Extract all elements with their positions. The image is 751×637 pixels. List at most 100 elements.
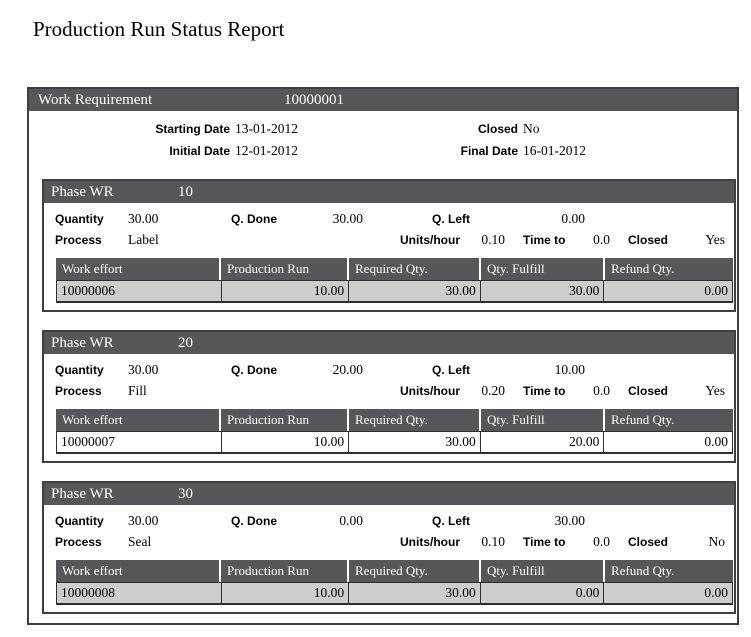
q-done-label: Q. Done [231, 212, 278, 226]
phase-closed-label: Closed [628, 535, 669, 549]
cell-qty-fulfill: 20.00 [480, 432, 605, 452]
starting-date-value: 13-01-2012 [235, 121, 298, 136]
closed-label: Closed [477, 122, 518, 136]
col-header-work-effort: Work effort [56, 409, 221, 431]
col-header-qty-fulfill: Qty. Fulfill [481, 560, 605, 582]
units-hour-label: Units/hour [400, 535, 460, 549]
phase-quantity-row: Quantity 30.00 Q. Done 0.00 Q. Left 30.0… [44, 510, 734, 531]
q-done-label: Q. Done [231, 514, 278, 528]
phase-section-20: Phase WR 20 Quantity 30.00 Q. Done 20.00… [42, 330, 736, 463]
table-row: 10000006 10.00 30.00 30.00 0.00 [56, 280, 733, 303]
process-label: Process [55, 233, 102, 247]
q-left-value: 30.00 [554, 513, 585, 528]
table-header-row: Work effort Production Run Required Qty.… [56, 409, 733, 431]
units-hour-value: 0.10 [481, 534, 505, 549]
time-to-label: Time to [523, 233, 566, 247]
phase-number: 30 [178, 486, 193, 502]
work-effort-table: Work effort Production Run Required Qty.… [56, 560, 733, 605]
table-row: 10000007 10.00 30.00 20.00 0.00 [56, 431, 733, 454]
q-left-value: 10.00 [554, 362, 585, 377]
quantity-label: Quantity [55, 363, 104, 377]
cell-work-effort: 10000008 [57, 583, 222, 603]
report-container: Work Requirement 10000001 Starting Date … [27, 87, 739, 625]
col-header-refund-qty: Refund Qty. [605, 409, 733, 431]
q-left-value: 0.00 [561, 211, 585, 226]
phase-wr-label: Phase WR [51, 335, 114, 351]
table-header-row: Work effort Production Run Required Qty.… [56, 560, 733, 582]
col-header-qty-fulfill: Qty. Fulfill [481, 258, 605, 280]
phase-process-row: Process Label Units/hour 0.10 Time to 0.… [44, 229, 734, 250]
phase-quantity-row: Quantity 30.00 Q. Done 20.00 Q. Left 10.… [44, 359, 734, 380]
starting-date-label: Starting Date [155, 122, 230, 136]
q-done-value: 20.00 [332, 362, 363, 377]
col-header-qty-fulfill: Qty. Fulfill [481, 409, 605, 431]
work-requirement-number: 10000001 [284, 92, 344, 108]
phase-closed-value: Yes [705, 383, 725, 398]
cell-qty-fulfill: 0.00 [480, 583, 605, 603]
quantity-value: 30.00 [128, 211, 159, 226]
units-hour-label: Units/hour [400, 233, 460, 247]
q-left-label: Q. Left [432, 212, 470, 226]
units-hour-value: 0.20 [481, 383, 505, 398]
cell-production-run: 10.00 [221, 583, 350, 603]
page-title: Production Run Status Report [33, 17, 285, 41]
q-done-value: 0.00 [339, 513, 363, 528]
final-date-value: 16-01-2012 [523, 143, 586, 158]
q-done-label: Q. Done [231, 363, 278, 377]
work-requirement-label: Work Requirement [38, 92, 153, 108]
cell-work-effort: 10000006 [57, 281, 222, 301]
phase-number: 20 [178, 335, 193, 351]
cell-required-qty: 30.00 [349, 432, 481, 452]
work-requirement-info: Starting Date 13-01-2012 Closed No Initi… [29, 111, 737, 173]
initial-date-label: Initial Date [169, 144, 230, 158]
process-label: Process [55, 384, 102, 398]
q-left-label: Q. Left [432, 363, 470, 377]
process-value: Fill [128, 383, 147, 398]
cell-required-qty: 30.00 [349, 281, 481, 301]
cell-refund-qty: 0.00 [604, 281, 733, 301]
time-to-label: Time to [523, 535, 566, 549]
initial-date-value: 12-01-2012 [235, 143, 298, 158]
info-row: Starting Date 13-01-2012 Closed No [29, 118, 737, 140]
q-left-label: Q. Left [432, 514, 470, 528]
phase-number: 10 [178, 184, 193, 200]
quantity-value: 30.00 [128, 362, 159, 377]
quantity-label: Quantity [55, 514, 104, 528]
quantity-value: 30.00 [128, 513, 159, 528]
time-to-value: 0.0 [593, 383, 610, 398]
phase-process-row: Process Fill Units/hour 0.20 Time to 0.0… [44, 380, 734, 401]
phase-closed-value: No [708, 534, 726, 549]
col-header-production-run: Production Run [221, 409, 349, 431]
col-header-refund-qty: Refund Qty. [605, 560, 733, 582]
process-value: Seal [128, 534, 152, 549]
phase-wr-label: Phase WR [51, 184, 114, 200]
phase-closed-label: Closed [628, 233, 669, 247]
col-header-production-run: Production Run [221, 258, 349, 280]
phase-quantity-row: Quantity 30.00 Q. Done 30.00 Q. Left 0.0… [44, 208, 734, 229]
col-header-work-effort: Work effort [56, 258, 221, 280]
q-done-value: 30.00 [332, 211, 363, 226]
phase-closed-value: Yes [705, 232, 725, 247]
col-header-work-effort: Work effort [56, 560, 221, 582]
cell-production-run: 10.00 [221, 281, 350, 301]
phase-closed-label: Closed [628, 384, 669, 398]
col-header-required-qty: Required Qty. [349, 409, 481, 431]
units-hour-label: Units/hour [400, 384, 460, 398]
phase-section-10: Phase WR 10 Quantity 30.00 Q. Done 30.00… [42, 179, 736, 312]
cell-refund-qty: 0.00 [604, 583, 733, 603]
col-header-refund-qty: Refund Qty. [605, 258, 733, 280]
phase-section-30: Phase WR 30 Quantity 30.00 Q. Done 0.00 … [42, 481, 736, 614]
col-header-required-qty: Required Qty. [349, 258, 481, 280]
cell-production-run: 10.00 [221, 432, 350, 452]
time-to-value: 0.0 [593, 534, 610, 549]
phase-header-bar: Phase WR 20 [44, 332, 734, 354]
phase-header-bar: Phase WR 30 [44, 483, 734, 505]
process-value: Label [128, 232, 159, 247]
info-row: Initial Date 12-01-2012 Final Date 16-01… [29, 140, 737, 162]
table-header-row: Work effort Production Run Required Qty.… [56, 258, 733, 280]
quantity-label: Quantity [55, 212, 104, 226]
cell-refund-qty: 0.00 [604, 432, 733, 452]
units-hour-value: 0.10 [481, 232, 505, 247]
final-date-label: Final Date [460, 144, 518, 158]
table-row: 10000008 10.00 30.00 0.00 0.00 [56, 582, 733, 605]
